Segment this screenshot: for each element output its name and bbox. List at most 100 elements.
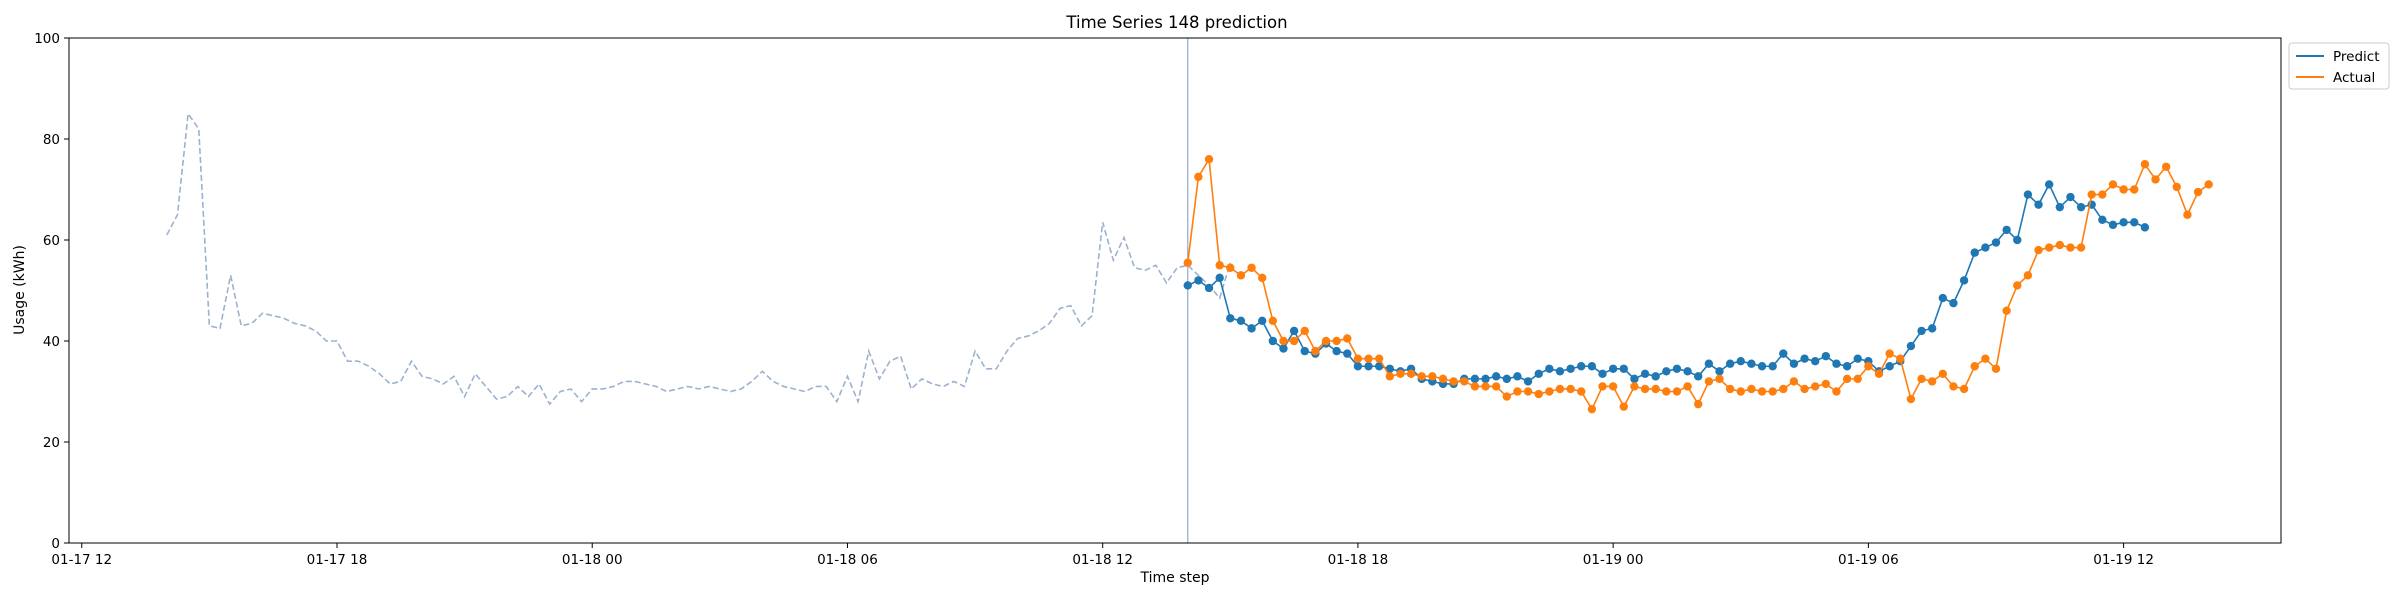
data-point-predict (1991, 238, 2001, 247)
data-point-predict (1640, 369, 1650, 379)
data-point-actual (1938, 369, 1948, 379)
data-point-predict (1300, 346, 1309, 356)
y-axis: 0 20 40 60 80 100 (34, 31, 69, 552)
data-point-predict (1757, 362, 1767, 371)
data-point-predict (1800, 354, 1809, 363)
data-point-actual (2119, 185, 2128, 194)
data-point-predict (1481, 374, 1490, 384)
data-point-actual (2204, 180, 2213, 189)
data-point-predict (2140, 223, 2150, 232)
data-point-actual (1608, 382, 1618, 391)
data-point-actual (1226, 263, 1235, 272)
data-point-predict (1832, 359, 1841, 368)
data-point-predict (2119, 218, 2128, 227)
data-point-predict (1226, 314, 1235, 323)
data-point-predict (2066, 192, 2075, 202)
data-point-predict (1364, 362, 1373, 371)
data-point-actual (1715, 374, 1724, 384)
data-point-actual (2193, 187, 2203, 197)
data-point-actual (1768, 387, 1777, 396)
y-axis-label: Usage (kWh) (12, 245, 28, 335)
data-point-actual (1396, 369, 1405, 379)
data-point-predict (1534, 369, 1543, 379)
data-point-predict (1970, 248, 1979, 257)
data-point-predict (2044, 180, 2054, 189)
data-point-actual (1832, 387, 1841, 396)
data-point-predict (1938, 293, 1948, 303)
data-point-actual (1853, 374, 1862, 384)
data-point-predict (1811, 357, 1820, 366)
data-point-actual (1417, 372, 1426, 381)
data-point-actual (1885, 349, 1894, 358)
x-axis-label: Time step (1140, 570, 1210, 586)
y-tick-label: 60 (43, 233, 60, 249)
data-point-actual (1757, 387, 1767, 396)
data-point-actual (1587, 404, 1597, 414)
x-tick-label: 01-17 12 (51, 552, 112, 568)
data-point-actual (1555, 384, 1565, 394)
data-point-predict (1353, 362, 1363, 371)
data-point-predict (2002, 225, 2011, 235)
data-point-actual (1906, 394, 1916, 404)
y-tick-label: 20 (43, 435, 60, 451)
x-tick-label: 01-18 18 (1328, 552, 1389, 568)
data-point-predict (1183, 281, 1192, 290)
legend-label-actual: Actual (2333, 70, 2375, 86)
data-point-predict (1917, 326, 1926, 336)
data-point-predict (1374, 362, 1384, 371)
data-point-predict (1906, 341, 1916, 351)
data-point-actual (2108, 180, 2118, 189)
data-point-predict (2055, 202, 2064, 212)
data-point-actual (1215, 261, 1224, 270)
data-point-actual (2002, 306, 2011, 315)
data-point-actual (1651, 384, 1660, 394)
data-point-actual (1300, 326, 1309, 336)
data-point-actual (1491, 382, 1501, 391)
data-point-actual (2161, 162, 2171, 171)
data-point-actual (2066, 243, 2075, 252)
data-point-predict (1768, 362, 1777, 371)
data-point-actual (1183, 258, 1192, 267)
data-point-actual (1385, 372, 1395, 381)
data-point-actual (1449, 377, 1458, 386)
x-tick-label: 01-17 18 (307, 552, 368, 568)
data-point-actual (1949, 382, 1958, 391)
x-tick-label: 01-19 12 (2093, 552, 2154, 568)
data-point-actual (1630, 382, 1639, 391)
data-point-actual (1789, 377, 1799, 386)
data-point-actual (2098, 190, 2107, 199)
data-point-predict (1672, 364, 1682, 373)
y-tick-label: 40 (43, 334, 60, 350)
data-point-predict (1577, 362, 1586, 371)
data-point-actual (1332, 336, 1341, 346)
data-point-actual (1927, 377, 1937, 386)
x-tick-label: 01-18 06 (817, 552, 878, 568)
data-point-actual (1566, 384, 1575, 394)
data-point-predict (1821, 351, 1831, 361)
data-point-actual (1374, 354, 1384, 363)
data-point-actual (2055, 240, 2064, 250)
data-point-predict (1247, 324, 1256, 333)
data-point-actual (1268, 316, 1278, 325)
data-point-predict (2013, 235, 2022, 245)
data-point-predict (1332, 346, 1341, 356)
data-point-actual (1321, 336, 1331, 346)
data-point-actual (1470, 382, 1480, 391)
data-point-predict (1736, 357, 1745, 366)
data-point-actual (1577, 387, 1586, 396)
data-point-predict (1789, 359, 1799, 368)
chart-title: Time Series 148 prediction (1065, 13, 1287, 32)
data-point-actual (1811, 382, 1820, 391)
data-point-predict (1694, 372, 1703, 381)
data-point-predict (1289, 326, 1299, 336)
data-point-predict (2023, 190, 2033, 199)
data-point-actual (2172, 182, 2181, 192)
data-point-predict (1853, 354, 1862, 363)
x-tick-label: 01-19 00 (1583, 552, 1644, 568)
plot-area (166, 38, 2213, 543)
data-point-actual (2023, 271, 2033, 280)
data-point-actual (1672, 387, 1682, 396)
data-point-predict (1715, 367, 1724, 376)
